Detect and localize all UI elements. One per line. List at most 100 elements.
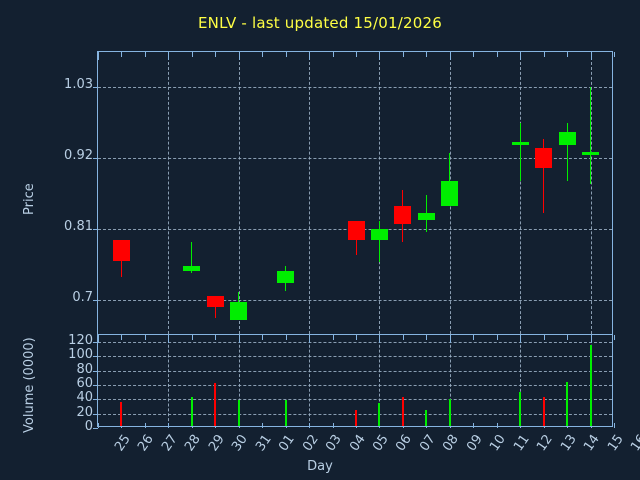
volume-axis-tick-label: 100 bbox=[68, 347, 93, 363]
day-gridline bbox=[590, 52, 592, 334]
day-axis-tick-label: 29 bbox=[205, 432, 228, 455]
day-axis-tick bbox=[144, 52, 146, 57]
day-axis-tick bbox=[309, 335, 311, 343]
candle-wick bbox=[543, 138, 545, 213]
candle-body bbox=[441, 180, 459, 207]
day-axis-tick bbox=[402, 52, 404, 57]
day-axis-tick-label: 02 bbox=[299, 432, 322, 455]
candle-body bbox=[230, 301, 248, 321]
day-axis-tick-label: 27 bbox=[158, 432, 181, 455]
day-axis-tick-label: 09 bbox=[463, 432, 486, 455]
day-axis-tick bbox=[567, 335, 569, 340]
day-axis-tick-bottom bbox=[473, 423, 475, 428]
day-axis-tick-label: 14 bbox=[581, 432, 603, 455]
volume-axis-tick-label: 60 bbox=[76, 376, 93, 392]
day-axis-tick bbox=[449, 52, 451, 60]
day-axis-tick-label: 31 bbox=[252, 432, 275, 455]
candle-body bbox=[206, 296, 224, 308]
day-axis-tick bbox=[496, 335, 498, 340]
volume-axis-tick bbox=[93, 399, 98, 401]
day-gridline bbox=[379, 335, 381, 426]
price-axis-tick bbox=[93, 299, 98, 301]
price-axis-tick-label: 0.92 bbox=[64, 148, 93, 164]
volume-bar bbox=[355, 409, 357, 426]
day-axis-tick bbox=[285, 335, 287, 340]
day-axis-tick bbox=[473, 52, 475, 57]
volume-axis-tick-label: 120 bbox=[68, 333, 93, 349]
day-axis-tick bbox=[121, 52, 123, 57]
candle-body bbox=[277, 270, 295, 283]
volume-gridline bbox=[98, 385, 612, 387]
volume-bar bbox=[237, 399, 240, 426]
day-axis-tick-label: 12 bbox=[534, 432, 557, 455]
candle-body bbox=[417, 212, 435, 221]
day-axis-tick bbox=[543, 52, 545, 57]
candle-body bbox=[511, 142, 529, 146]
day-gridline bbox=[309, 52, 311, 334]
candle-body bbox=[347, 220, 365, 240]
day-axis-tick bbox=[402, 335, 404, 340]
day-axis-tick bbox=[332, 52, 334, 57]
candle-wick bbox=[378, 220, 380, 263]
day-axis-tick bbox=[567, 52, 569, 57]
day-axis-tick bbox=[590, 52, 592, 60]
day-axis-tick-label: 08 bbox=[440, 432, 463, 455]
day-gridline bbox=[238, 52, 240, 334]
day-axis-tick-label: 15 bbox=[604, 432, 627, 455]
price-axis-tick-label: 0.81 bbox=[64, 218, 93, 234]
day-axis-tick bbox=[215, 52, 217, 57]
candle-body bbox=[394, 206, 412, 224]
day-axis-tick bbox=[520, 335, 522, 343]
day-axis-tick bbox=[309, 52, 311, 60]
price-axis-title: Price bbox=[22, 182, 37, 215]
x-axis-title: Day bbox=[307, 459, 333, 474]
chart-title: ENLV - last updated 15/01/2026 bbox=[197, 14, 443, 32]
volume-axis-tick bbox=[93, 413, 98, 415]
day-axis-tick bbox=[144, 335, 146, 340]
day-axis-tick bbox=[614, 52, 615, 57]
candle-body bbox=[535, 148, 553, 168]
day-gridline bbox=[449, 335, 451, 426]
price-axis-tick bbox=[93, 228, 98, 230]
price-gridline bbox=[98, 158, 612, 160]
volume-axis-tick bbox=[93, 428, 98, 429]
day-axis-tick-bottom bbox=[309, 423, 311, 428]
price-plot-area bbox=[93, 51, 615, 334]
volume-bar bbox=[566, 381, 569, 426]
day-axis-tick-bottom bbox=[496, 423, 498, 428]
day-gridline bbox=[309, 335, 311, 426]
day-gridline bbox=[238, 335, 240, 426]
day-gridline bbox=[379, 52, 381, 334]
day-axis-tick-label: 04 bbox=[346, 432, 369, 455]
day-axis-tick bbox=[98, 335, 99, 343]
day-axis-tick bbox=[215, 335, 217, 340]
price-gridline bbox=[98, 87, 612, 89]
day-axis-tick bbox=[168, 52, 170, 60]
day-axis-tick bbox=[191, 335, 193, 340]
volume-axis-tick-label: 0 bbox=[84, 419, 93, 434]
day-axis-tick bbox=[238, 52, 240, 60]
day-axis-tick bbox=[379, 52, 381, 60]
volume-gridline bbox=[98, 370, 612, 372]
day-axis-tick-bottom bbox=[262, 423, 264, 428]
day-axis-tick-label: 06 bbox=[393, 432, 416, 455]
day-axis-tick bbox=[98, 52, 99, 60]
day-axis-tick bbox=[496, 52, 498, 57]
day-axis-tick bbox=[191, 52, 193, 57]
candle-wick bbox=[449, 152, 451, 207]
day-axis-tick bbox=[168, 335, 170, 343]
day-axis-tick-label: 25 bbox=[112, 432, 134, 455]
candle-body bbox=[558, 132, 576, 146]
volume-bar bbox=[284, 399, 287, 426]
volume-axis-tick-label: 40 bbox=[76, 390, 93, 406]
candle-body bbox=[183, 266, 201, 271]
day-axis-tick-label: 28 bbox=[182, 432, 205, 455]
volume-gridline bbox=[98, 356, 612, 358]
day-axis-tick bbox=[332, 335, 334, 340]
candle-body bbox=[582, 151, 600, 155]
day-axis-tick-bottom bbox=[144, 423, 146, 428]
day-axis-tick bbox=[262, 52, 264, 57]
day-axis-tick bbox=[520, 52, 522, 60]
day-axis-tick-label: 13 bbox=[557, 432, 580, 455]
